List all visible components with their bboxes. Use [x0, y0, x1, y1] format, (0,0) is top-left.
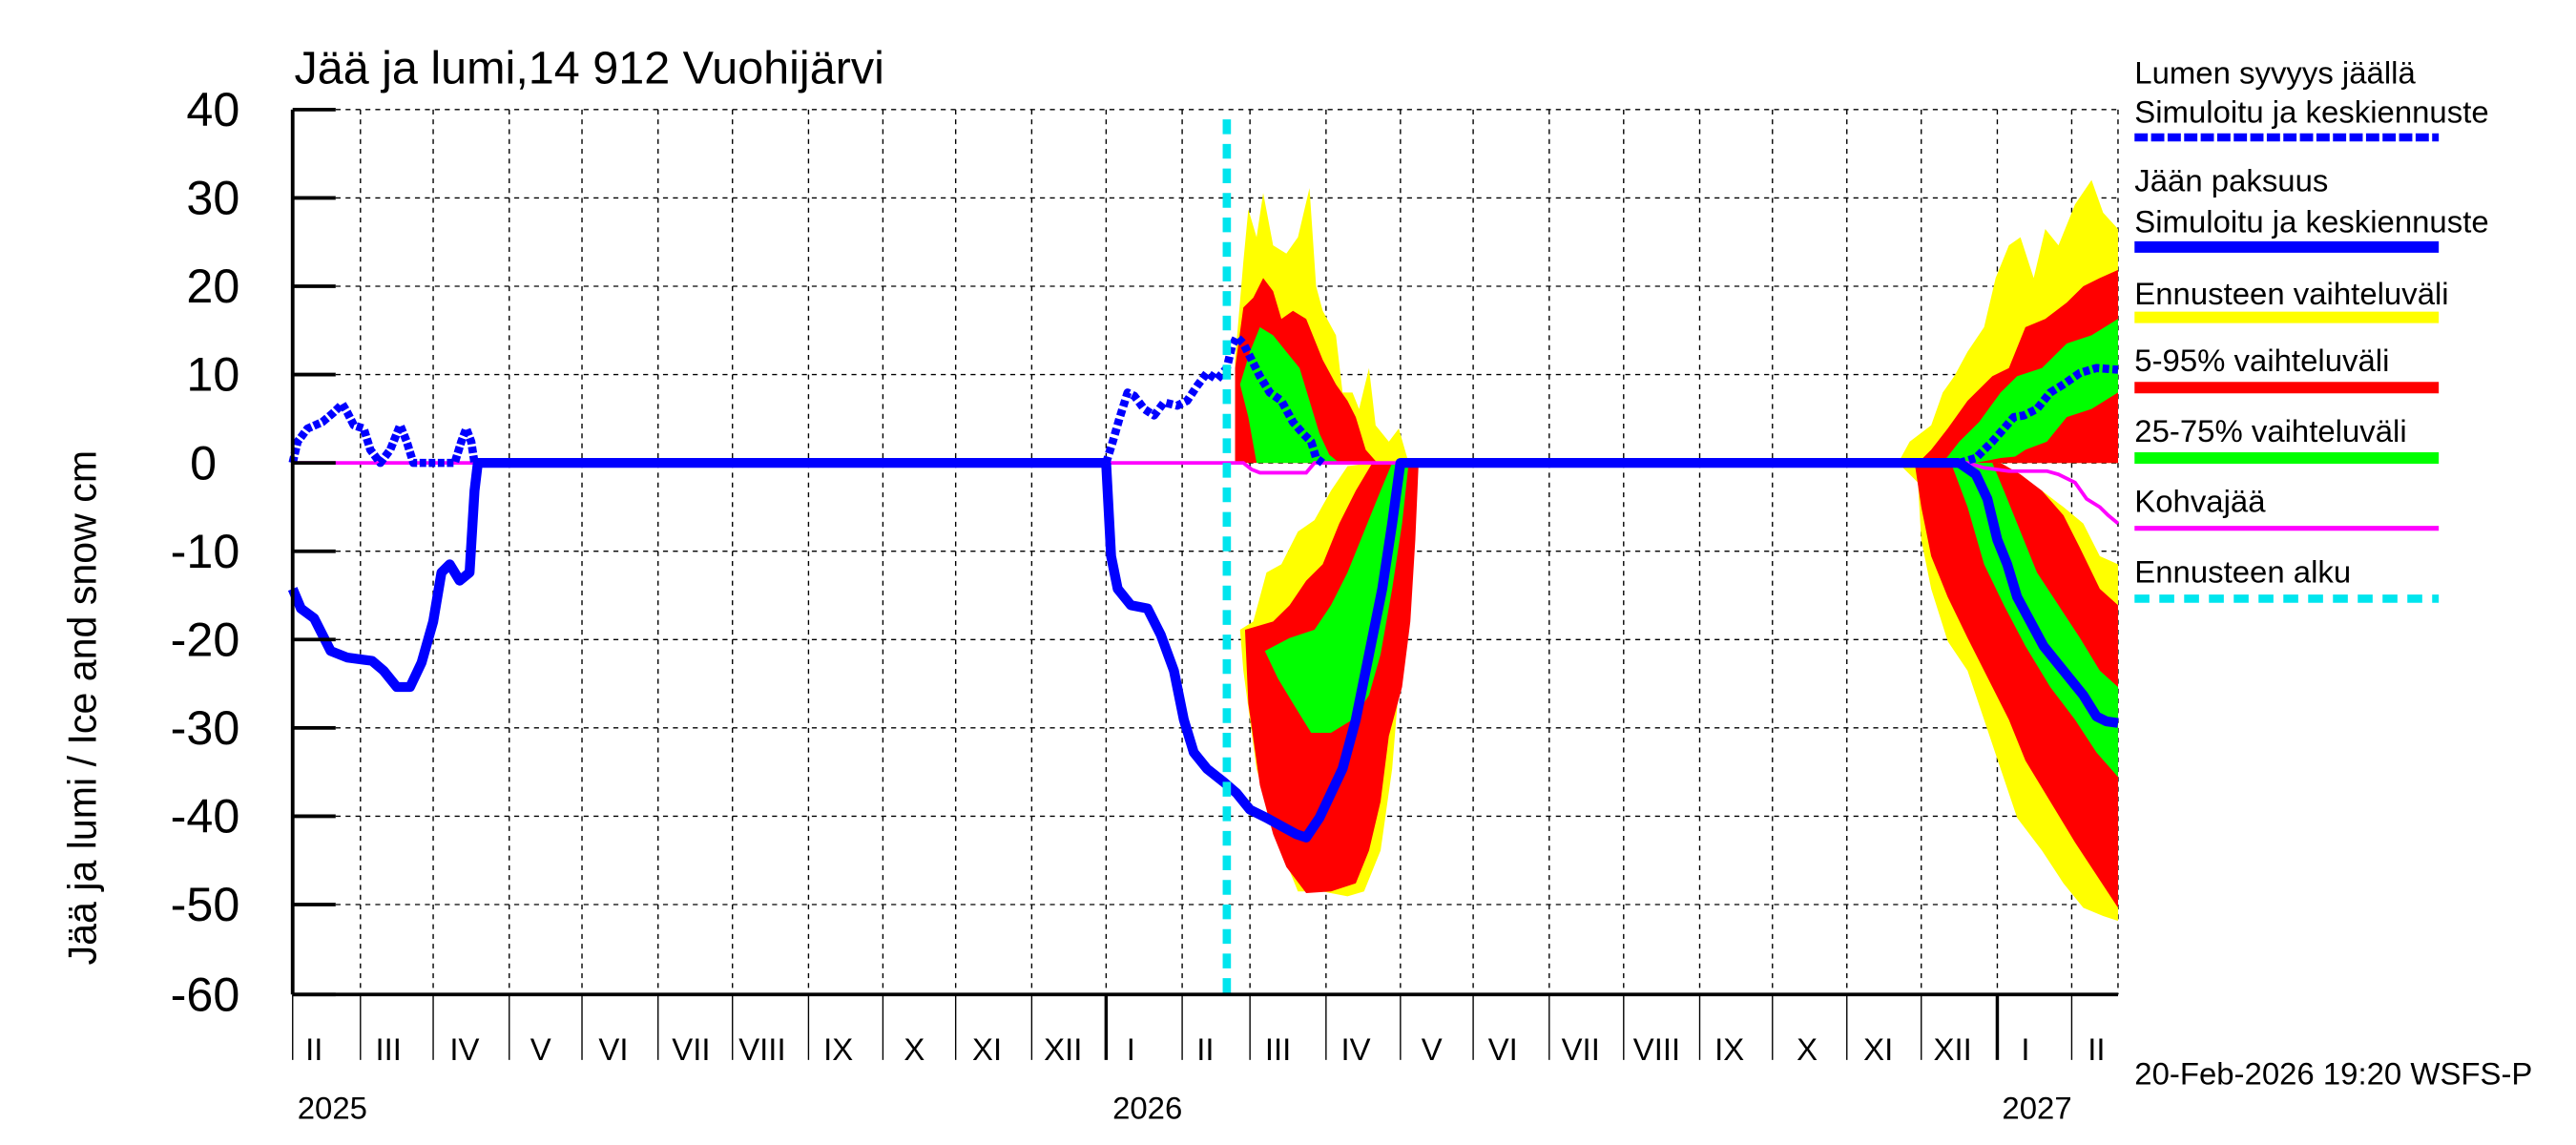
slush-ice-line: [292, 461, 2120, 526]
svg-text:IX: IX: [1714, 1031, 1744, 1067]
svg-text:Ennusteen alku: Ennusteen alku: [2134, 553, 2351, 589]
forecast-bands-2027: [1898, 179, 2118, 922]
y-tick-labels: 40 30 20 10 0 -10 -20 -30 -40 -50 -60: [171, 83, 240, 1021]
svg-text:III: III: [376, 1031, 402, 1067]
svg-text:VII: VII: [1562, 1031, 1600, 1067]
svg-text:XI: XI: [972, 1031, 1002, 1067]
svg-text:40: 40: [186, 83, 239, 136]
legend-item-25-75-range: 25-75% vaihteluväli: [2134, 413, 2440, 464]
svg-text:XI: XI: [1863, 1031, 1893, 1067]
svg-text:Ennusteen vaihteluväli: Ennusteen vaihteluväli: [2134, 276, 2448, 311]
ice-thickness-series: [287, 457, 2119, 843]
vertical-gridlines: [360, 109, 2119, 995]
svg-text:0: 0: [190, 437, 217, 490]
svg-text:Kohvajää: Kohvajää: [2134, 484, 2266, 519]
svg-text:5-95% vaihteluväli: 5-95% vaihteluväli: [2134, 343, 2389, 378]
svg-text:-50: -50: [171, 878, 240, 931]
svg-text:-20: -20: [171, 614, 240, 667]
svg-text:2027: 2027: [2002, 1091, 2071, 1126]
svg-text:-60: -60: [171, 968, 240, 1022]
forecast-bands-2026: [1235, 188, 1419, 897]
svg-text:II: II: [305, 1031, 322, 1067]
snow-depth-series: [288, 332, 2119, 468]
legend-item-ice-thickness: Jään paksuus Simuloitu ja keskiennuste: [2134, 163, 2489, 253]
svg-text:Simuloitu ja keskiennuste: Simuloitu ja keskiennuste: [2134, 204, 2488, 239]
axes: [290, 107, 2118, 997]
legend-item-slush-ice: Kohvajää: [2134, 484, 2440, 531]
svg-text:VI: VI: [598, 1031, 628, 1067]
svg-text:20: 20: [186, 260, 239, 313]
svg-text:V: V: [530, 1031, 551, 1067]
svg-text:Jään paksuus: Jään paksuus: [2134, 163, 2328, 198]
svg-text:V: V: [1422, 1031, 1443, 1067]
y-axis-label: Jää ja lumi / Ice and snow cm: [60, 450, 104, 966]
svg-text:IV: IV: [1341, 1031, 1371, 1067]
legend-item-forecast-start: Ennusteen alku: [2134, 553, 2440, 603]
legend-item-forecast-range: Ennusteen vaihteluväli: [2134, 276, 2449, 323]
legend-item-5-95-range: 5-95% vaihteluväli: [2134, 343, 2440, 394]
chart-title: Jää ja lumi,14 912 Vuohijärvi: [294, 43, 883, 94]
svg-text:XII: XII: [1934, 1031, 1972, 1067]
svg-text:II: II: [1196, 1031, 1214, 1067]
legend: Lumen syvyys jäällä Simuloitu ja keskien…: [2134, 55, 2489, 603]
svg-text:X: X: [904, 1031, 924, 1067]
x-month-labels: II III IV V VI VII VIII IX X XI XII I II…: [305, 1031, 2105, 1067]
svg-text:III: III: [1265, 1031, 1291, 1067]
svg-text:VI: VI: [1488, 1031, 1518, 1067]
svg-text:I: I: [1127, 1031, 1135, 1067]
svg-text:Simuloitu ja keskiennuste: Simuloitu ja keskiennuste: [2134, 94, 2488, 130]
svg-text:X: X: [1797, 1031, 1818, 1067]
svg-text:-30: -30: [171, 701, 240, 755]
svg-text:-40: -40: [171, 790, 240, 843]
svg-text:30: 30: [186, 172, 239, 225]
svg-text:Lumen syvyys jäällä: Lumen syvyys jäällä: [2134, 55, 2416, 91]
svg-text:VIII: VIII: [738, 1031, 785, 1067]
legend-item-snow-depth: Lumen syvyys jäällä Simuloitu ja keskien…: [2134, 55, 2489, 142]
svg-text:-10: -10: [171, 525, 240, 578]
svg-text:VIII: VIII: [1633, 1031, 1680, 1067]
svg-text:IX: IX: [823, 1031, 853, 1067]
svg-text:10: 10: [186, 348, 239, 402]
svg-text:XII: XII: [1044, 1031, 1082, 1067]
x-month-ticks: [292, 994, 2073, 1060]
timestamp: 20-Feb-2026 19:20 WSFS-P: [2134, 1056, 2532, 1092]
svg-text:25-75% vaihteluväli: 25-75% vaihteluväli: [2134, 413, 2406, 448]
svg-text:I: I: [2021, 1031, 2029, 1067]
svg-text:IV: IV: [449, 1031, 479, 1067]
svg-text:2025: 2025: [298, 1091, 367, 1126]
x-year-labels: 2025 2026 2027: [298, 1091, 2072, 1126]
svg-text:VII: VII: [672, 1031, 710, 1067]
svg-text:II: II: [2088, 1031, 2105, 1067]
svg-text:2026: 2026: [1112, 1091, 1182, 1126]
